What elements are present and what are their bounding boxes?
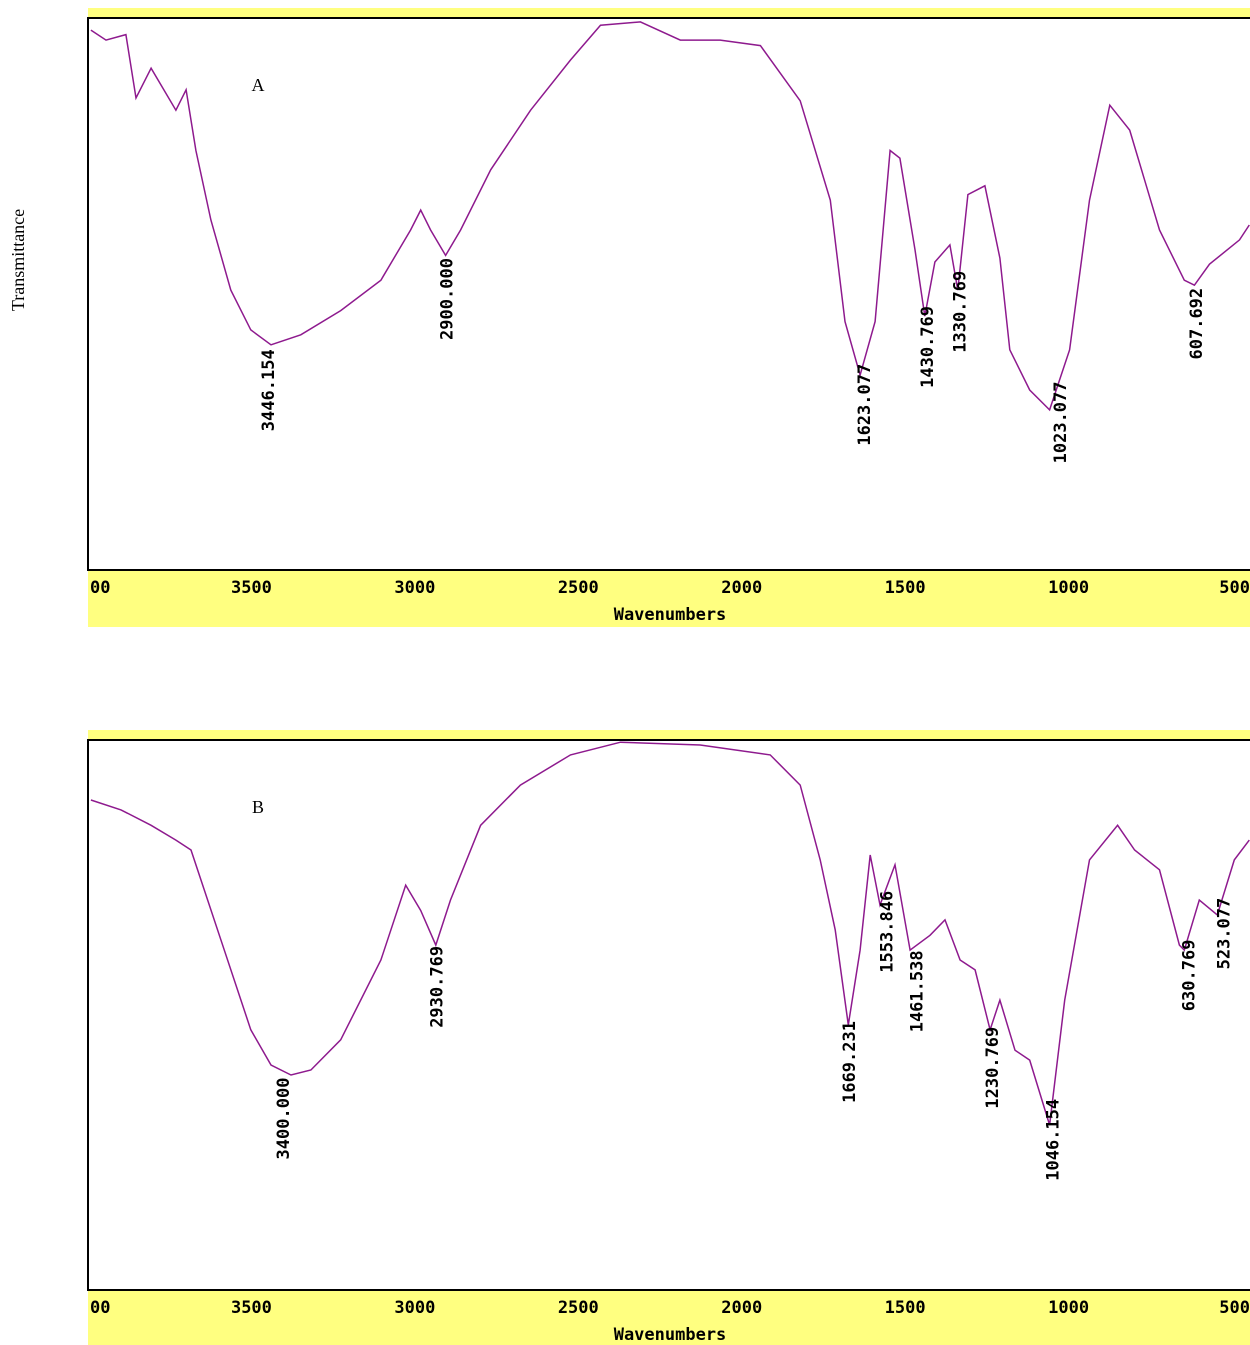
peak-label: 3400.000 (274, 1078, 294, 1160)
spectrum-line (90, 21, 1250, 412)
peak-label: 2930.769 (427, 946, 447, 1028)
axis-band (88, 570, 1250, 627)
x-tick-label: 3000 (394, 578, 435, 598)
peak-label: 1553.846 (878, 891, 898, 973)
x-tick-label: 3000 (394, 1298, 435, 1318)
top-band (88, 730, 1250, 740)
x-tick-label: 00 (90, 1298, 110, 1318)
panel-label: B (252, 797, 264, 817)
plot-area (87, 17, 1250, 571)
peak-label: 1461.538 (908, 950, 928, 1032)
axis-band (88, 1290, 1250, 1345)
y-axis-label: Transmittance (8, 209, 28, 311)
x-tick-label: 500 (1219, 1298, 1250, 1318)
x-tick-label: 2500 (558, 578, 599, 598)
peak-label: 3446.154 (259, 349, 279, 431)
peak-label: 630.769 (1179, 940, 1199, 1012)
panel-label: A (252, 75, 265, 95)
x-tick-label: 1000 (1048, 578, 1089, 598)
x-tick-label: 2000 (721, 1298, 762, 1318)
x-axis-label: Wavenumbers (614, 605, 727, 625)
x-tick-label: 00 (90, 578, 110, 598)
peak-label: 1023.077 (1051, 381, 1071, 463)
x-tick-label: 2000 (721, 578, 762, 598)
plot-area (87, 739, 1250, 1291)
spectrum-line (90, 741, 1250, 1126)
x-tick-label: 500 (1219, 578, 1250, 598)
x-axis-label: Wavenumbers (614, 1325, 727, 1345)
peak-label: 523.077 (1214, 898, 1234, 970)
peak-label: 1430.769 (918, 306, 938, 388)
x-tick-label: 1500 (885, 578, 926, 598)
peak-label: 1230.769 (983, 1027, 1003, 1109)
peak-label: 2900.000 (438, 258, 458, 340)
x-tick-label: 2500 (558, 1298, 599, 1318)
peak-label: 1330.769 (950, 271, 970, 353)
peak-label: 1623.077 (855, 364, 875, 446)
x-tick-label: 3500 (231, 1298, 272, 1318)
x-tick-label: 1500 (885, 1298, 926, 1318)
top-band (88, 8, 1250, 18)
peak-label: 1669.231 (840, 1021, 860, 1103)
peak-label: 1046.154 (1044, 1099, 1064, 1181)
peak-label: 607.692 (1187, 288, 1207, 360)
x-tick-label: 1000 (1048, 1298, 1089, 1318)
x-tick-label: 3500 (231, 578, 272, 598)
